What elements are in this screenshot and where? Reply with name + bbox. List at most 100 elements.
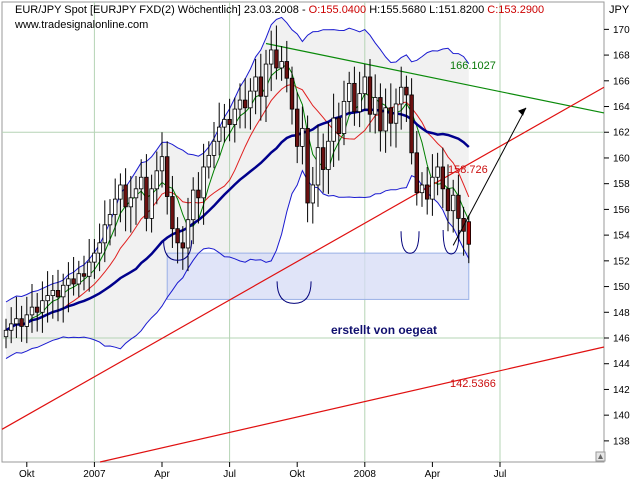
y-tick-label-154: 154 (613, 231, 630, 242)
candle-body (414, 152, 419, 194)
y-tick-label-146: 146 (613, 334, 630, 345)
candle-body (216, 126, 222, 142)
candle (149, 174, 154, 233)
candle-body (222, 118, 227, 128)
candle (237, 83, 243, 129)
candle-body (92, 252, 97, 263)
bollinger-upper-line (5, 16, 470, 303)
candle (133, 175, 139, 225)
candle (170, 175, 175, 248)
candle-body (424, 184, 430, 200)
candle (372, 74, 378, 134)
candle (66, 262, 71, 313)
candle (435, 152, 440, 196)
y-tick-label-160: 160 (613, 153, 630, 164)
author-credit: erstellt von oegeat (331, 323, 437, 337)
candle (440, 147, 445, 209)
candle (71, 256, 76, 296)
x-tick-label-Okt: Okt (289, 469, 305, 480)
drawn-annotations (163, 107, 527, 304)
candle (326, 121, 331, 194)
candle (289, 66, 295, 125)
candle (414, 130, 419, 206)
candle-body (154, 170, 159, 190)
candle (232, 97, 237, 143)
candle-body (268, 49, 274, 65)
y-tick-label-170: 170 (613, 25, 630, 36)
candle-body (144, 176, 149, 219)
candle (50, 274, 55, 319)
candle (388, 83, 393, 147)
candle (253, 58, 258, 115)
candle-body (315, 147, 321, 186)
candle-body (294, 108, 300, 147)
candle (450, 179, 456, 233)
candle-body (305, 127, 310, 204)
y-tick-label-140: 140 (613, 411, 630, 422)
candle-body (284, 61, 289, 79)
candle (185, 197, 191, 272)
candle (248, 78, 253, 130)
candle-body (76, 273, 81, 285)
support-bowl-3 (400, 231, 420, 254)
candle (352, 66, 357, 126)
candle (113, 178, 118, 237)
candle-body (185, 219, 191, 249)
candle-body (118, 184, 123, 200)
candle (45, 271, 50, 323)
candle (227, 98, 232, 142)
candle-body (87, 261, 92, 277)
candle-body (55, 290, 61, 298)
header-close: C:153.2900 (484, 4, 544, 16)
candle (424, 166, 430, 215)
candle-body (263, 63, 269, 97)
price-candles (3, 25, 471, 349)
x-tick-label-Apr: Apr (154, 469, 170, 480)
y-tick-label-162: 162 (613, 128, 630, 139)
candle-body (336, 117, 341, 134)
candle-body (357, 93, 362, 113)
candle (378, 83, 383, 152)
candle-body (237, 99, 243, 110)
candle (430, 154, 435, 216)
y-axis-ticks: 138 140 142 144 146 148 150 152 154 156 158 160 162 1… (604, 25, 630, 447)
candle-body (331, 117, 336, 142)
candle-body (97, 242, 102, 254)
header-symbol: EUR/JPY Spot [EURJPY FXD(2) Wöchentlich]… (15, 4, 309, 16)
candle-body (149, 188, 154, 219)
resistance-level-label: 166.1027 (450, 60, 496, 72)
candle-body (346, 82, 352, 102)
candle-body (258, 76, 263, 97)
candle-body (248, 90, 253, 109)
candle-body (274, 49, 279, 69)
candle-body (383, 107, 388, 132)
candle-body (107, 214, 113, 226)
candle (211, 121, 217, 169)
candle-body (14, 318, 19, 325)
candle-body (279, 61, 284, 69)
candle (398, 66, 404, 130)
candle (190, 177, 196, 245)
candle-body (61, 284, 66, 298)
y-tick-label-156: 156 (613, 205, 630, 216)
candle-body (123, 184, 128, 208)
candle (284, 40, 289, 93)
candle (456, 174, 461, 242)
scroll-corner[interactable] (595, 451, 606, 462)
candle (274, 25, 279, 80)
candle (118, 173, 123, 223)
candle-body (164, 156, 170, 197)
candle-body (227, 118, 232, 125)
candle-body (102, 224, 107, 244)
candle-body (372, 97, 378, 115)
candle-body (24, 314, 29, 327)
candle (97, 223, 102, 272)
candle-body (310, 184, 315, 204)
candle-body (445, 188, 451, 212)
candle-body (352, 82, 357, 113)
support-bowl-4 (442, 229, 460, 255)
support-zone-rect (166, 252, 470, 300)
candle-body (211, 140, 217, 156)
y-tick-label-144: 144 (613, 359, 630, 370)
candle-body (159, 156, 165, 172)
